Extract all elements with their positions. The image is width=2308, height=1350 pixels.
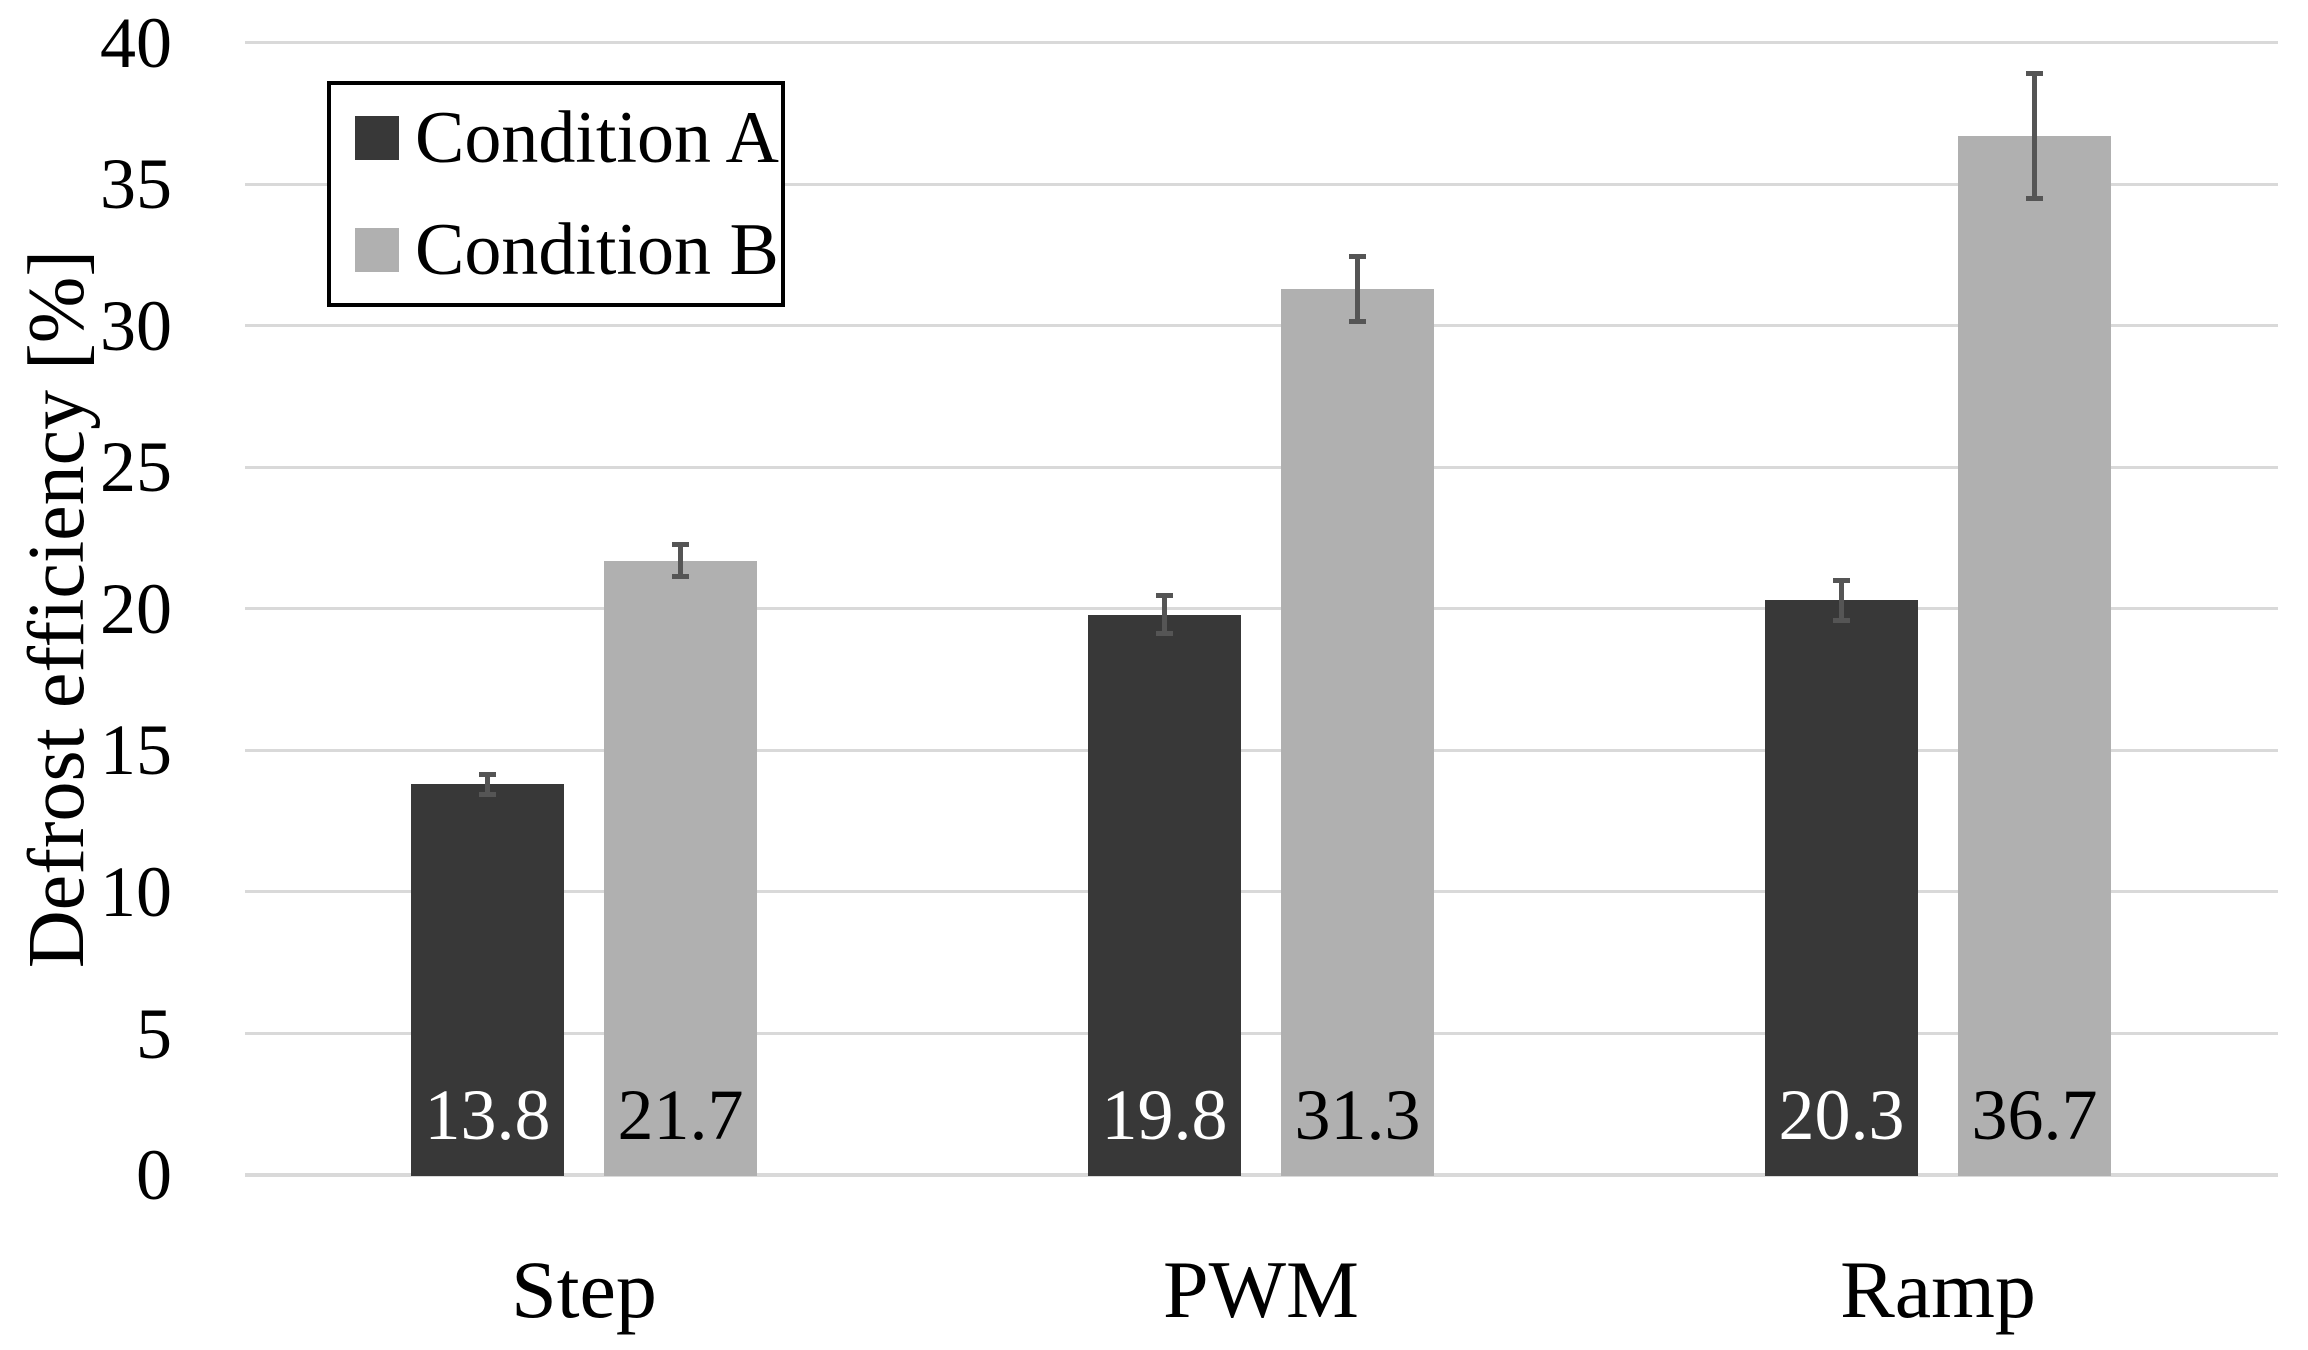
data-label-condition-a-pwm: 19.8 — [1101, 1075, 1228, 1155]
legend-item-condition-b: Condition B — [355, 213, 781, 287]
x-category-label-pwm: PWM — [1163, 1244, 1359, 1335]
data-label-condition-b-pwm: 31.3 — [1294, 1075, 1421, 1155]
y-tick-label: 5 — [136, 993, 172, 1074]
bar-condition-b-ramp — [1958, 136, 2111, 1176]
bar-condition-a-ramp — [1765, 600, 1918, 1176]
legend: Condition A Condition B — [327, 81, 785, 307]
data-label-condition-b-step: 21.7 — [617, 1075, 744, 1155]
legend-label-condition-b: Condition B — [415, 209, 779, 291]
y-tick-label: 10 — [100, 851, 172, 932]
data-label-condition-a-step: 13.8 — [424, 1075, 551, 1155]
bar-condition-b-pwm — [1281, 288, 1434, 1176]
error-bar-cap-top — [2026, 70, 2043, 76]
error-bar-cap-top — [672, 542, 689, 548]
y-tick-label: 25 — [100, 427, 172, 508]
error-bar-condition-b-ramp — [2032, 70, 2037, 202]
gridline — [245, 1032, 2278, 1035]
y-axis-title: Defrost efficiency [%] — [13, 249, 101, 969]
bar-condition-a-step — [411, 784, 564, 1176]
error-bar-condition-a-ramp — [1839, 577, 1844, 623]
gridline — [245, 890, 2278, 894]
gridline — [245, 41, 2278, 45]
error-bar-cap-top — [479, 771, 496, 777]
error-bar-cap-bottom — [1156, 630, 1173, 636]
error-bar-cap-bottom — [479, 792, 496, 798]
legend-label-condition-a: Condition A — [415, 97, 779, 179]
y-tick-label: 20 — [100, 568, 172, 649]
data-label-condition-b-ramp: 36.7 — [1971, 1075, 2098, 1155]
error-bar-condition-b-step — [678, 542, 683, 580]
error-bar-cap-bottom — [672, 574, 689, 580]
x-category-label-step: Step — [511, 1244, 657, 1335]
error-bar-cap-bottom — [2026, 196, 2043, 202]
bar-condition-a-pwm — [1088, 614, 1241, 1176]
error-bar-condition-a-step — [485, 771, 490, 798]
gridline — [245, 465, 2278, 469]
gridline — [245, 182, 2278, 186]
gridline — [245, 748, 2278, 752]
x-category-label-ramp: Ramp — [1840, 1244, 2036, 1335]
error-bar-cap-bottom — [1349, 319, 1366, 325]
error-bar-cap-top — [1349, 253, 1366, 259]
error-bar-cap-top — [1833, 577, 1850, 583]
error-bar-cap-bottom — [1833, 618, 1850, 623]
y-tick-label: 40 — [100, 2, 172, 83]
y-tick-label: 30 — [100, 285, 172, 366]
y-tick-label: 15 — [100, 710, 172, 791]
gridline — [245, 607, 2278, 611]
data-label-condition-a-ramp: 20.3 — [1778, 1075, 1905, 1155]
error-bar-condition-b-pwm — [1355, 253, 1360, 325]
bar-condition-b-step — [604, 560, 757, 1176]
legend-swatch-condition-b — [355, 228, 399, 272]
y-tick-label: 35 — [100, 144, 172, 225]
gridline — [245, 324, 2278, 328]
error-bar-condition-a-pwm — [1162, 593, 1167, 636]
legend-item-condition-a: Condition A — [355, 101, 781, 175]
y-tick-label: 0 — [136, 1135, 172, 1215]
error-bar-cap-top — [1156, 593, 1173, 599]
x-axis-baseline — [245, 1173, 2278, 1177]
legend-swatch-condition-a — [355, 116, 399, 160]
